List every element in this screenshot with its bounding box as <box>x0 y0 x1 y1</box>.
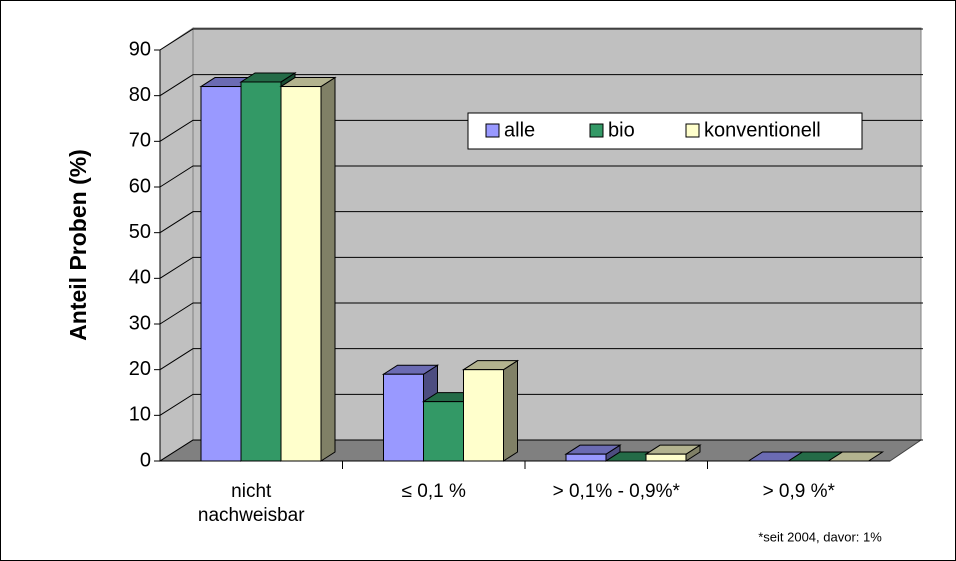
y-tick-label: 80 <box>129 84 151 106</box>
y-tick-label: 20 <box>129 358 151 380</box>
bar-front <box>645 453 687 462</box>
legend: alle bio konventionell <box>467 112 863 150</box>
y-tick-label: 40 <box>129 267 151 289</box>
y-tick-label: 10 <box>129 404 151 426</box>
x-tick-label: nicht nachweisbar <box>197 481 305 526</box>
y-tick-label: 0 <box>140 449 151 471</box>
bar-front <box>280 86 322 462</box>
grid-line <box>159 348 923 371</box>
grid-line <box>159 165 923 188</box>
grid-line <box>159 28 923 51</box>
grid-line <box>159 211 923 234</box>
bar <box>826 451 885 462</box>
grid-line <box>159 74 923 97</box>
legend-swatch <box>485 123 500 138</box>
bar-top <box>826 451 885 462</box>
bar-side <box>320 76 336 462</box>
bar-front <box>200 86 242 462</box>
x-tick-label: ≤ 0,1 % <box>401 481 466 502</box>
x-tick-label: > 0,1% - 0,9%* <box>552 481 680 502</box>
legend-swatch <box>685 123 700 138</box>
y-tick-label: 90 <box>129 38 151 60</box>
y-tick-label: 60 <box>129 175 151 197</box>
bar-front <box>423 401 464 462</box>
bar <box>279 76 337 462</box>
bar-front <box>463 369 504 462</box>
grid-line <box>159 393 923 416</box>
grid-line <box>159 302 923 325</box>
bar-side <box>503 359 518 462</box>
legend-swatch <box>589 123 604 138</box>
bar-front <box>565 453 607 462</box>
bar <box>461 359 520 462</box>
footnote: *seit 2004, davor: 1% <box>758 529 882 544</box>
legend-label: alle <box>504 119 535 141</box>
legend-label: bio <box>608 119 635 141</box>
legend-label: konventionell <box>704 119 821 141</box>
bar <box>564 444 622 462</box>
y-tick-label: 50 <box>129 221 151 243</box>
grid-line <box>159 256 923 279</box>
bar-front <box>383 373 424 462</box>
legend-box <box>467 112 863 150</box>
y-tick-label: 30 <box>129 312 151 334</box>
y-tick-label: 70 <box>129 130 151 152</box>
grid-line <box>159 439 923 462</box>
bar <box>644 444 702 462</box>
x-tick-label: > 0,9 %* <box>762 481 835 502</box>
bar-front <box>240 81 282 462</box>
y-axis-title: Anteil Proben (%) <box>65 149 91 341</box>
